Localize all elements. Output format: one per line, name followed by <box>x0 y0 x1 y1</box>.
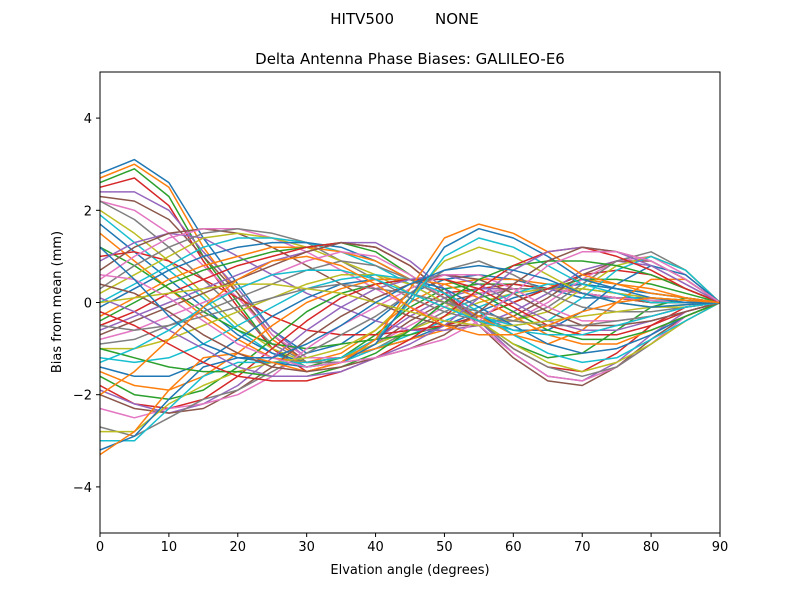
series-line-52 <box>99 255 721 396</box>
x-tick-label: 10 <box>161 540 178 555</box>
suptitle-left: HITV500 <box>330 10 394 28</box>
series-line-40 <box>100 237 720 442</box>
series-line-41 <box>99 227 720 451</box>
x-tick-label: 20 <box>230 540 247 555</box>
x-tick-label: 0 <box>96 540 104 555</box>
x-tick-label: 60 <box>505 540 522 555</box>
x-axis-label: Elvation angle (degrees) <box>330 563 489 578</box>
series-line-44 <box>99 246 721 382</box>
x-tick-label: 70 <box>574 540 591 555</box>
y-tick-label: 4 <box>84 112 92 127</box>
x-tick-label: 30 <box>298 540 315 555</box>
series-line-42 <box>99 223 721 456</box>
y-axis-ticks: −4 −2 0 2 4 <box>73 112 100 496</box>
y-axis-label: Bias from mean (mm) <box>50 231 65 373</box>
series-line-47 <box>99 251 721 368</box>
x-axis-ticks: 0 10 20 30 40 50 60 70 80 90 <box>96 533 728 555</box>
series-layer <box>99 158 721 456</box>
y-tick-label: −2 <box>73 389 92 404</box>
chart-title: Delta Antenna Phase Biases: GALILEO-E6 <box>255 50 565 68</box>
x-tick-label: 50 <box>436 540 453 555</box>
y-tick-label: −4 <box>73 481 92 496</box>
series-line-49 <box>99 283 721 327</box>
y-tick-label: 0 <box>84 297 92 312</box>
series-line-43 <box>99 260 721 378</box>
x-tick-label: 80 <box>643 540 660 555</box>
x-tick-label: 90 <box>712 540 729 555</box>
x-tick-label: 40 <box>367 540 384 555</box>
suptitle-right: NONE <box>435 10 479 28</box>
y-tick-label: 2 <box>84 204 92 219</box>
